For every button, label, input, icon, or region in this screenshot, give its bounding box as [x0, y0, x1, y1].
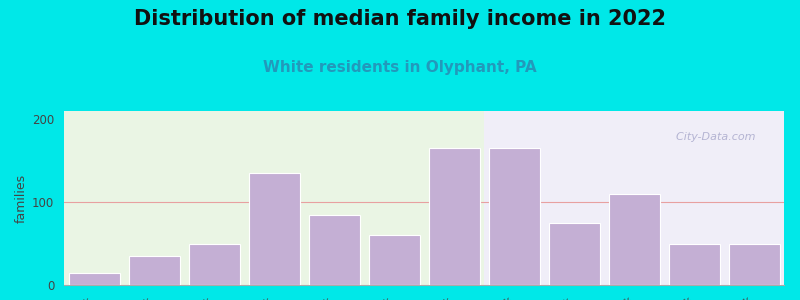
Y-axis label: families: families [15, 173, 28, 223]
Bar [549, 223, 599, 285]
Text: Distribution of median family income in 2022: Distribution of median family income in … [134, 9, 666, 29]
Bar [369, 235, 419, 285]
Bar [189, 244, 239, 285]
Bar [69, 273, 119, 285]
Bar [309, 214, 359, 285]
Bar [484, 111, 784, 285]
Bar [64, 111, 484, 285]
Bar [729, 244, 779, 285]
Bar [489, 148, 539, 285]
Text: City-Data.com: City-Data.com [669, 132, 755, 142]
Bar [249, 173, 299, 285]
Bar [429, 148, 479, 285]
Text: White residents in Olyphant, PA: White residents in Olyphant, PA [263, 60, 537, 75]
Bar [669, 244, 719, 285]
Bar [129, 256, 179, 285]
Bar [609, 194, 659, 285]
